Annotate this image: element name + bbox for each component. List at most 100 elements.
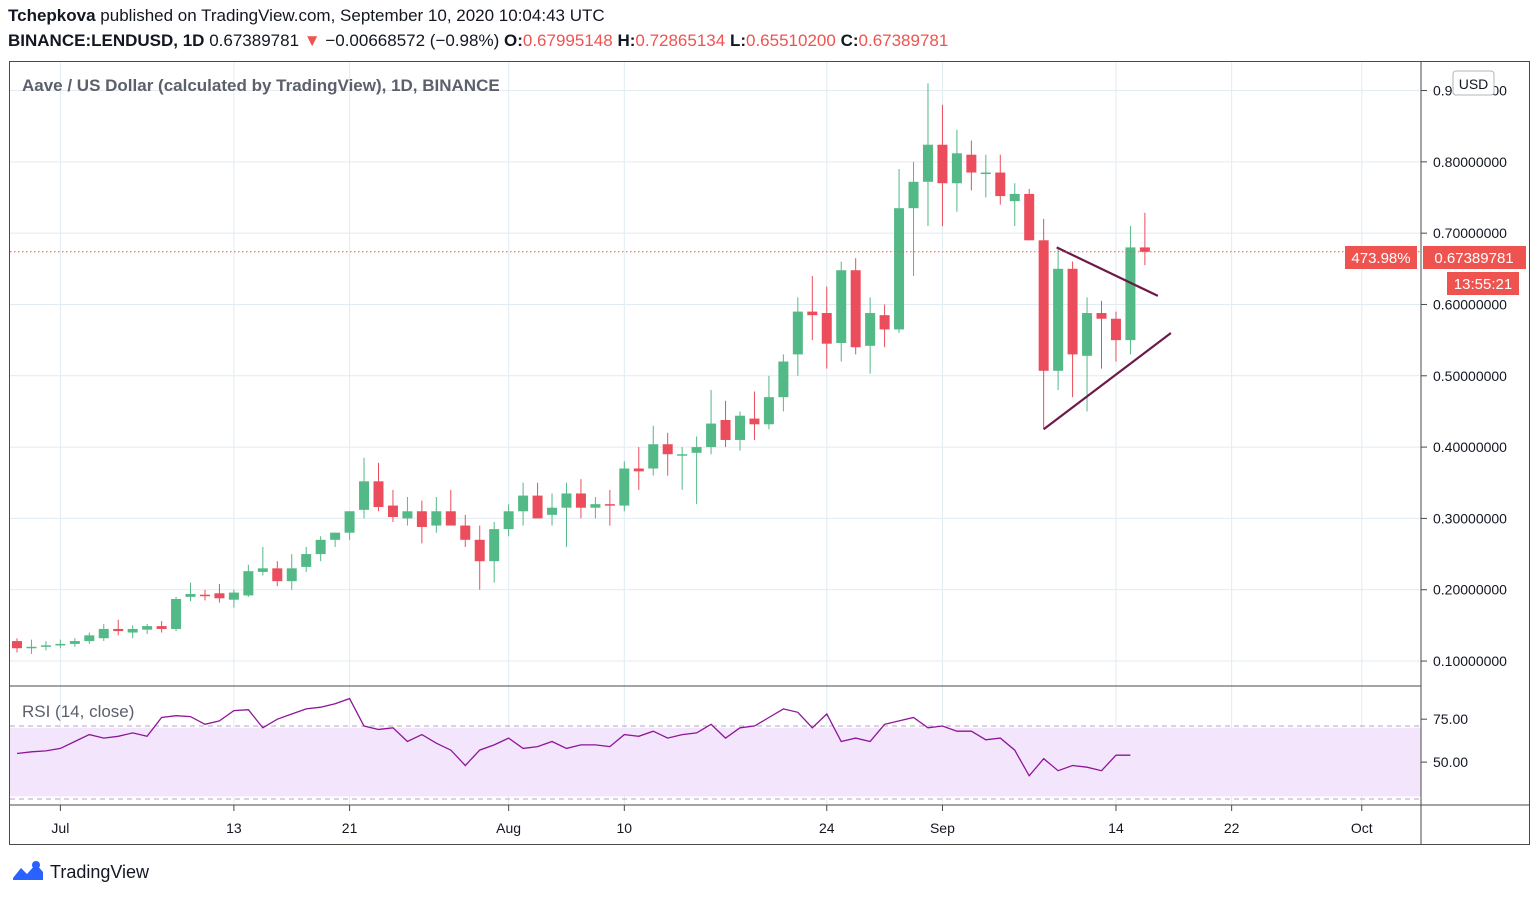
candle-body [778,361,789,398]
candle-down [1038,218,1049,430]
candle-body [330,532,341,540]
trend-line [1056,246,1159,297]
candle-body [127,628,138,633]
date-tick-label: 24 [819,820,835,836]
candle-body [69,641,80,644]
candle-body [113,628,124,632]
date-tick-label: Oct [1351,820,1373,836]
candle-body [1125,247,1136,341]
candle-body [1009,193,1020,202]
chart-title: Aave / US Dollar (calculated by TradingV… [22,76,500,95]
candle-up [706,390,717,455]
candle-up [55,639,66,649]
date-axis: Jul 13 21 Aug 10 24 Sep 14 22 Oct [51,805,1373,836]
candle-body [387,505,398,517]
candle-body [272,568,283,582]
rsi-tick-label: 50.00 [1433,754,1468,770]
candle-up [359,457,370,519]
candle-body [359,481,370,510]
candle-body [648,444,659,469]
candle-down [12,638,22,653]
candle-body [55,643,66,646]
footer-brand[interactable]: TradingView [10,858,149,886]
date-tick-label: Jul [51,820,69,836]
candle-up [518,482,529,526]
candle-up [185,582,196,602]
date-tick-label: 14 [1108,820,1124,836]
candle-up [1053,247,1064,391]
candle-body [706,423,717,448]
candle-up [40,641,51,651]
candle-down [720,400,731,448]
rsi-label: RSI (14, close) [22,702,134,721]
candle-body [691,447,702,453]
candle-up [619,461,630,512]
candle-up [344,511,355,540]
candle-body [26,646,37,649]
candle-body [561,493,572,508]
triangle-pattern [1042,246,1172,431]
candle-up [127,625,138,639]
candle-body [633,468,644,472]
candle-body [1082,313,1093,356]
low-label: L: [729,31,746,50]
price-tick-label: 0.40000000 [1433,439,1507,455]
author-name[interactable]: Tchepkova [8,6,96,25]
candle-down [937,104,948,227]
countdown-text: 13:55:21 [1454,276,1512,293]
candle-down [272,561,283,587]
candle-body [792,311,803,355]
candle-body [879,315,890,330]
candle-up [951,129,962,212]
candle-body [604,504,615,506]
candle-down [113,619,124,636]
candle-down [1139,212,1150,266]
candle-body [966,154,977,173]
candle-down [807,275,818,341]
candle-down [373,462,384,512]
candle-down [1096,300,1107,369]
candle-body [1110,318,1121,341]
price-change: −0.00668572 (−0.98%) [325,31,500,50]
candle-down [966,140,977,191]
candle-up [922,83,933,227]
candle-up [489,521,500,583]
candle-body [836,270,847,343]
candle-body [532,495,543,519]
candle-up [908,161,919,276]
percent-badge-text: 473.98% [1351,250,1410,267]
candle-body [995,172,1006,197]
rsi-tick-label: 75.00 [1433,711,1468,727]
candle-up [286,554,297,590]
candle-down [662,432,673,476]
candle-body [951,153,962,184]
price-tick-label: 0.10000000 [1433,653,1507,669]
price-tick-label: 0.70000000 [1433,225,1507,241]
candle-body [301,554,312,567]
candle-up [26,639,37,654]
candle-down [445,489,456,526]
candle-body [518,495,529,512]
candle-body [315,539,326,555]
candle-down [532,482,543,519]
candle-body [735,415,745,440]
candle-body [980,172,991,175]
candle-body [1067,268,1078,355]
date-tick-label: Sep [930,820,955,836]
low-value: 0.65510200 [746,31,836,50]
candle-up [865,297,876,374]
candle-body [84,635,95,642]
candle-up [1009,183,1020,227]
candle-body [908,181,919,209]
candle-body [12,641,22,649]
chart-frame[interactable] [9,61,1530,845]
date-tick-label: 10 [617,820,633,836]
candle-body [503,511,514,530]
close-value: 0.67389781 [858,31,949,50]
candle-body [619,468,630,506]
candle-up [980,154,991,198]
candle-down [879,304,890,348]
candle-body [662,444,673,455]
candle-body [243,571,254,596]
